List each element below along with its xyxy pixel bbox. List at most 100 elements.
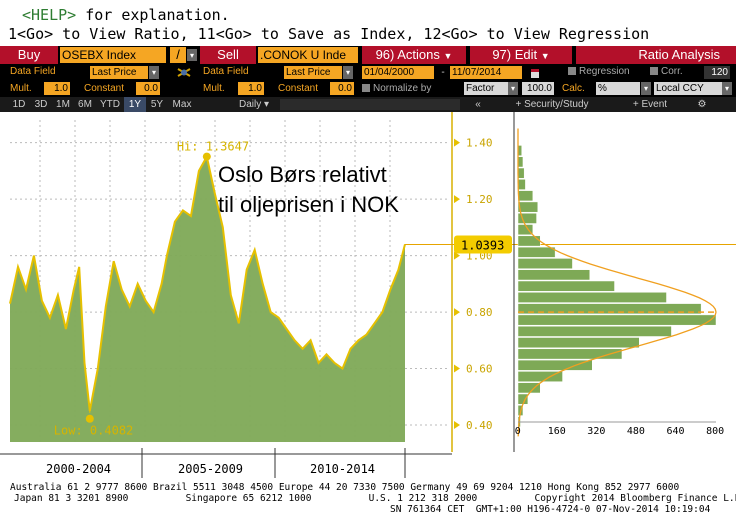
constant-1-input[interactable]: 0.0 [136,82,160,95]
factor-value-input[interactable]: 100.0 [522,82,554,95]
x-tick-label: 2010-2014 [310,462,375,476]
hi-marker [202,152,211,161]
period-button-3d[interactable]: 3D [34,99,48,110]
normalize-label: Normalize by [373,83,432,94]
calendar-icon[interactable] [530,66,540,79]
chevron-down-icon: ▼ [540,51,550,61]
histogram-bar [517,235,541,247]
mult-label-1: Mult. [10,83,32,94]
hi-label: Hi: 1.3647 [177,140,249,154]
data-field-2-select[interactable]: Last Price [284,66,342,79]
calc-select[interactable]: % [596,82,640,95]
period-button-1m[interactable]: 1M [56,99,70,110]
help-commands: 1<Go> to View Ratio, 11<Go> to Save as I… [8,25,650,43]
period-button-ytd[interactable]: YTD [100,99,120,110]
hist-x-tick-label: 800 [706,426,724,437]
ratio-analysis-title: Ratio Analysis [576,46,736,64]
corr-window-input[interactable]: 120 [704,66,730,79]
end-date-input[interactable]: 11/07/2014 [450,66,522,79]
sell-button[interactable]: Sell [200,46,256,64]
chevron-down-icon: ▼ [443,51,453,61]
gear-icon[interactable]: ⚙ [697,99,707,110]
swap-icon[interactable] [176,65,192,80]
multiplier-toolbar: Mult. 1.0 Constant 0.0 Mult. 1.0 Constan… [0,81,736,97]
histogram-bar [517,201,539,213]
histogram-bar [517,314,717,326]
currency-dropdown-icon[interactable]: ▾ [722,82,732,95]
histogram-bar [517,359,593,371]
period-toolbar: 1D 3D 1M 6M YTD 1Y 5Y Max Daily ▾ « + Security/… [0,97,736,112]
histogram-bar [517,179,526,190]
security-study-button[interactable]: + Security/Study [492,97,612,112]
footer: Australia 61 2 9777 8600 Brazil 5511 304… [0,478,736,527]
mult-1-input[interactable]: 1.0 [44,82,70,95]
actions-menu[interactable]: 96) Actions ▼ [362,46,466,64]
footer-line-3: SN 761364 CET GMT+1:00 H196-4724-0 07-No… [390,504,711,515]
regression-toggle[interactable]: Regression [568,66,630,77]
histogram-bar [517,246,556,258]
factor-select[interactable]: Factor [464,82,508,95]
histogram-bar [517,258,573,269]
low-label: Low: 0.4082 [54,424,133,438]
security1-input[interactable]: OSEBX Index [60,47,166,63]
y-tick-arrow [454,364,460,373]
histogram-bar [517,156,524,168]
y-tick-label: 0.60 [466,363,493,376]
mult-2-input[interactable]: 1.0 [238,82,264,95]
factor-dropdown-icon[interactable]: ▾ [508,82,518,95]
event-button[interactable]: + Event [620,97,680,112]
last-value-badge [454,235,512,254]
x-tick-label: 2000-2004 [46,462,111,476]
constant-2-input[interactable]: 0.0 [330,82,354,95]
normalize-toggle[interactable]: Normalize by [362,83,431,94]
security-toolbar: Buy OSEBX Index / ▾ Sell .CONOK U Inde 9… [0,46,736,64]
corr-toggle[interactable]: Corr. [650,66,683,77]
edit-menu[interactable]: 97) Edit ▼ [470,46,572,64]
annotation-line-2: til oljeprisen i NOK [218,192,399,217]
collapse-button[interactable]: « [475,99,481,110]
help-key[interactable]: <HELP> [22,6,77,24]
date-separator: - [441,67,445,78]
currency-select[interactable]: Local CCY [654,82,722,95]
data-field-1-select[interactable]: Last Price [90,66,148,79]
period-button-6m[interactable]: 6M [78,99,92,110]
operator-field[interactable]: / [170,47,186,63]
y-tick-arrow [454,251,460,260]
hist-x-tick-label: 0 [515,426,521,437]
event-label: Event [641,99,668,110]
period-button-1y[interactable]: 1Y [124,97,146,112]
period-button-5y[interactable]: 5Y [150,99,164,110]
constant-label-2: Constant [278,83,319,94]
period-button-max[interactable]: Max [172,99,192,110]
histogram-bar [517,337,640,349]
regression-label: Regression [579,66,630,77]
security2-input[interactable]: .CONOK U Inde [258,47,358,63]
distribution-curve [517,128,717,437]
frequency-select[interactable]: Daily ▾ [230,97,278,112]
regression-checkbox[interactable] [568,67,576,76]
histogram-bar [517,269,591,281]
histogram-bar [517,382,541,394]
start-date-input[interactable]: 01/04/2000 [362,66,434,79]
plus-icon: + [632,99,639,110]
chart-area: Hi: 1.3647 Low: 0.4082 Oslo Børs relativt t… [0,112,736,478]
operator-dropdown-icon[interactable]: ▾ [187,49,197,61]
histogram-bar [517,190,534,202]
calc-dropdown-icon[interactable]: ▾ [641,82,651,95]
help-explanation: for explanation. [76,6,230,24]
histogram-bar [517,280,615,292]
data-field-1-dropdown-icon[interactable]: ▾ [149,66,159,79]
histogram-bar [517,212,537,224]
chevron-down-icon: ▾ [263,99,270,110]
y-tick-label: 1.20 [466,193,493,206]
frequency-label: Daily [238,99,262,110]
period-button-1d[interactable]: 1D [12,99,26,110]
corr-checkbox[interactable] [650,67,658,76]
hist-x-tick-label: 640 [667,426,685,437]
ratio-chart: Hi: 1.3647 Low: 0.4082 Oslo Børs relativt t… [0,112,736,478]
data-field-2-dropdown-icon[interactable]: ▾ [343,66,353,79]
histogram-bar [517,167,525,179]
edit-label: 97) Edit [492,47,538,62]
normalize-checkbox[interactable] [362,84,370,93]
buy-button[interactable]: Buy [0,46,58,64]
